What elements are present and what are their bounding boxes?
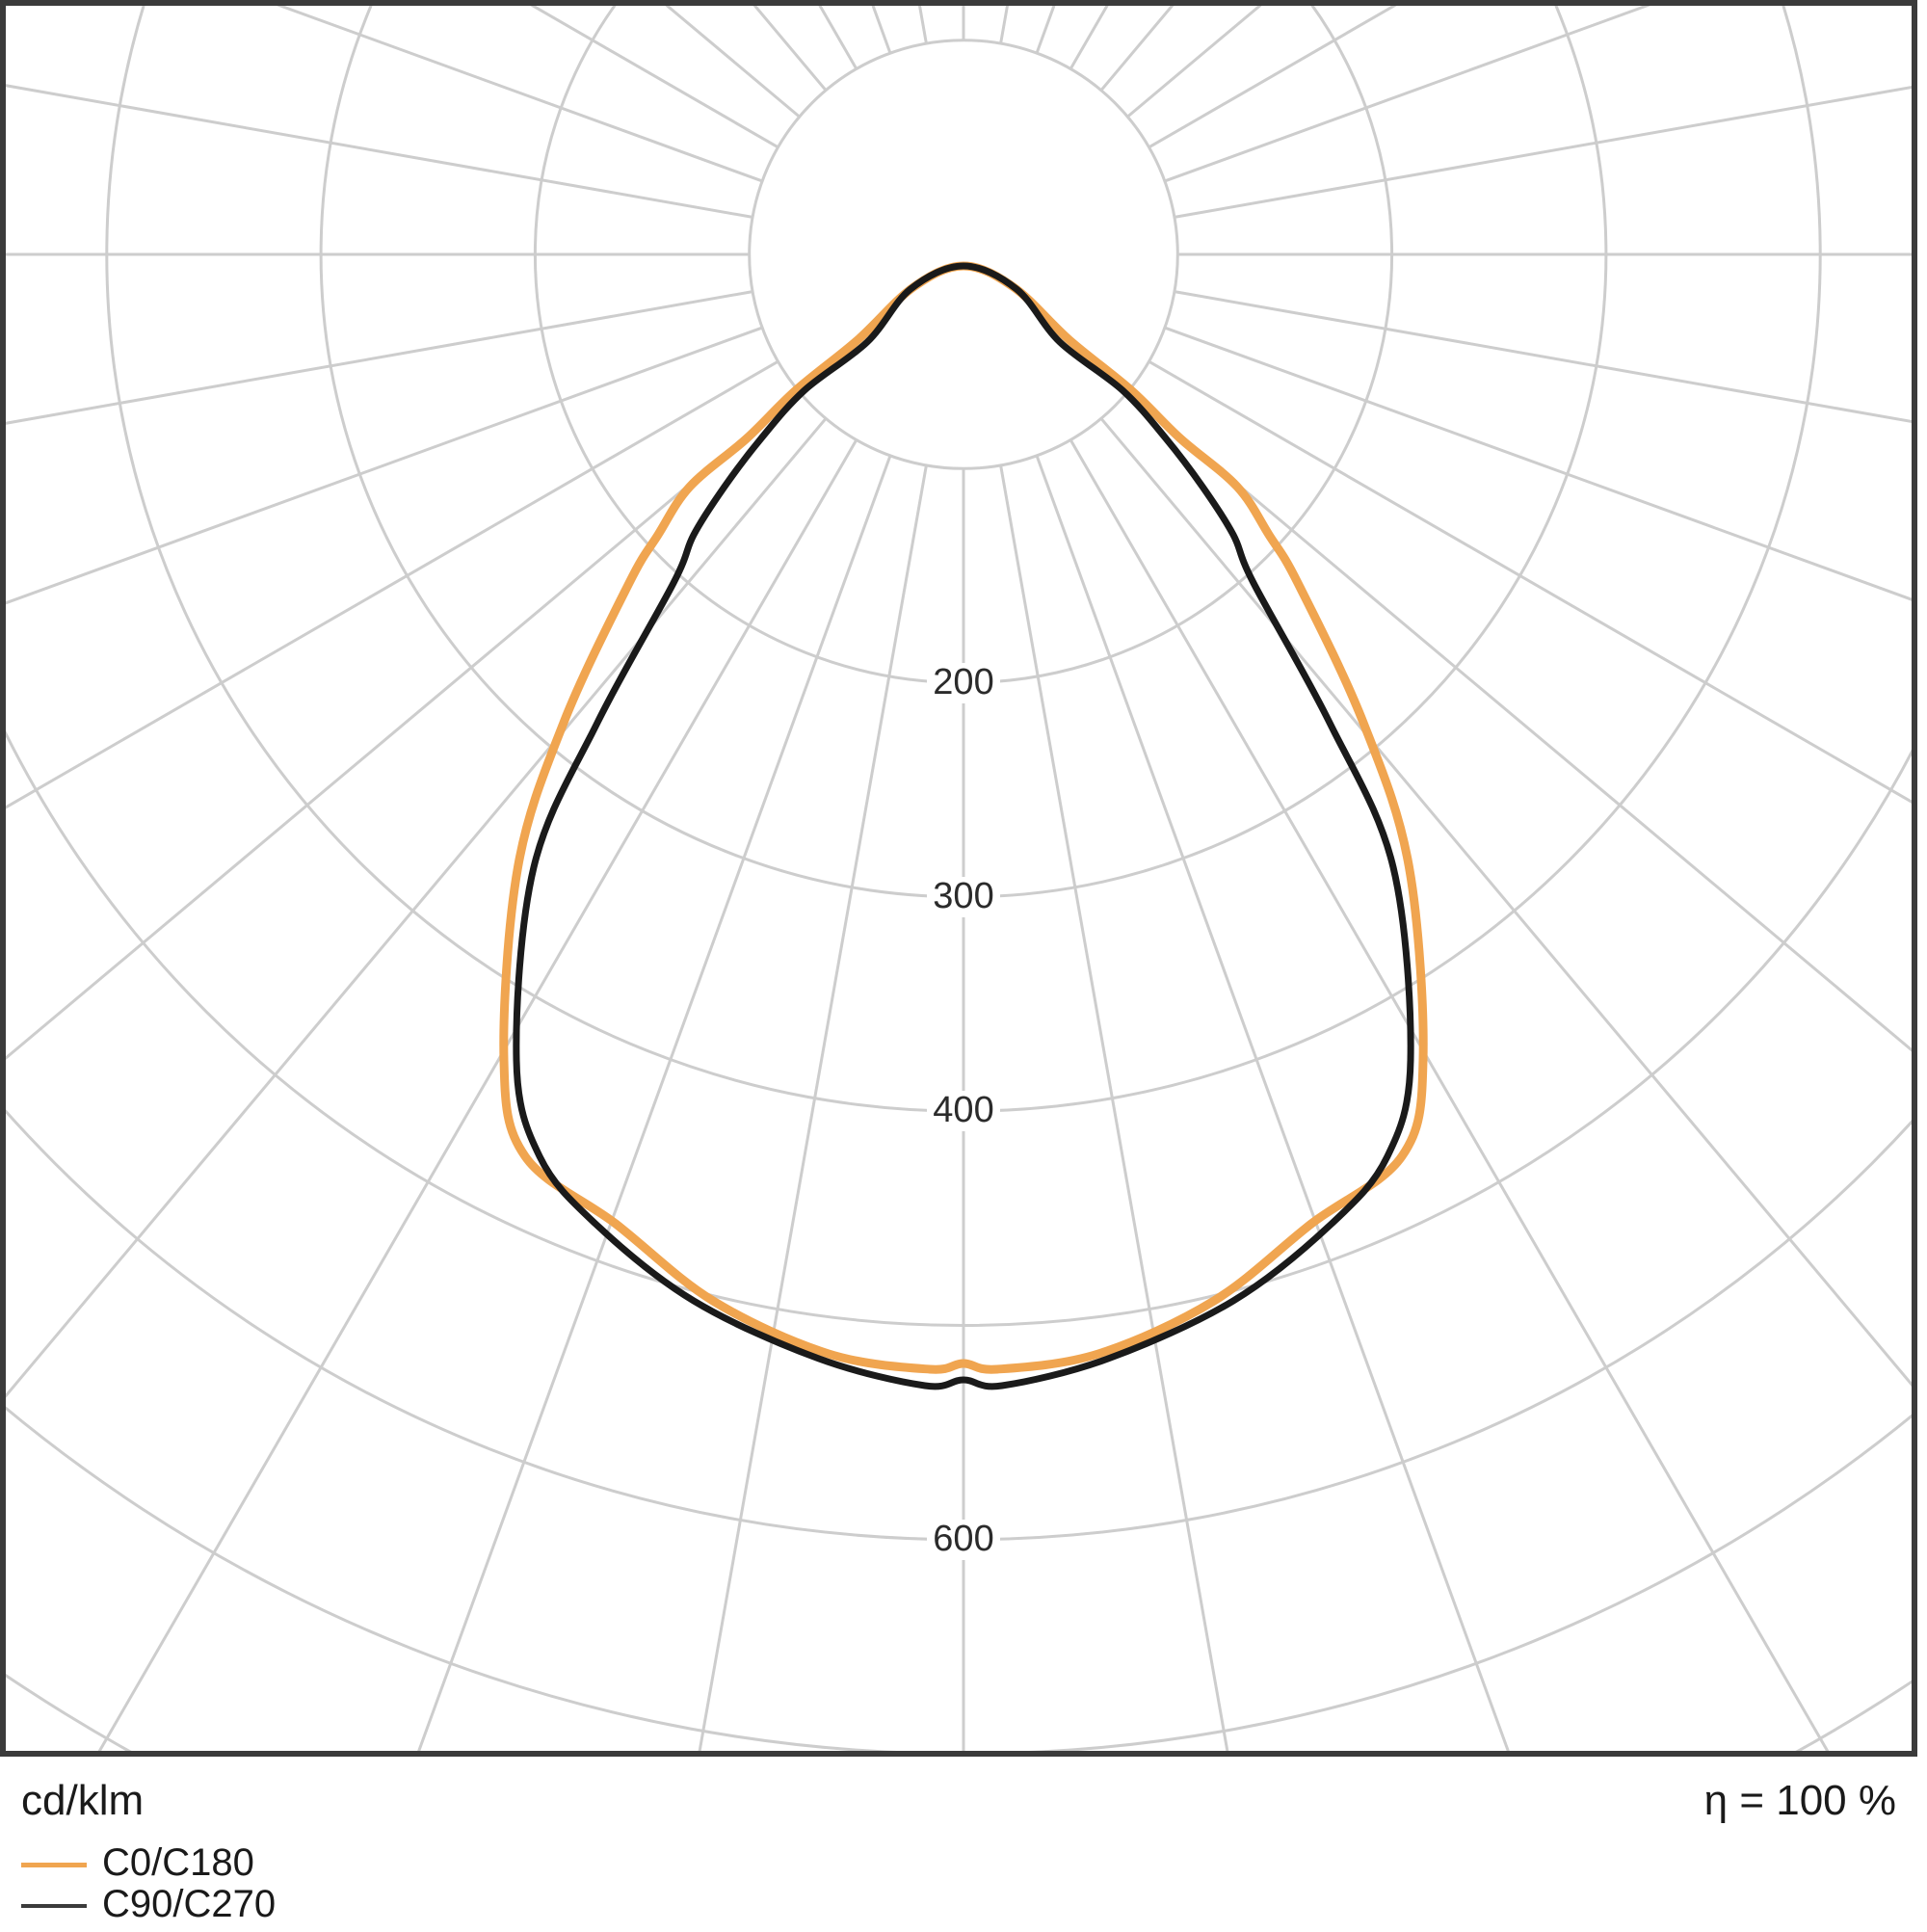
svg-text:200: 200 <box>933 662 993 702</box>
svg-text:400: 400 <box>933 1090 993 1130</box>
svg-text:600: 600 <box>933 1519 993 1559</box>
svg-text:300: 300 <box>933 876 993 916</box>
